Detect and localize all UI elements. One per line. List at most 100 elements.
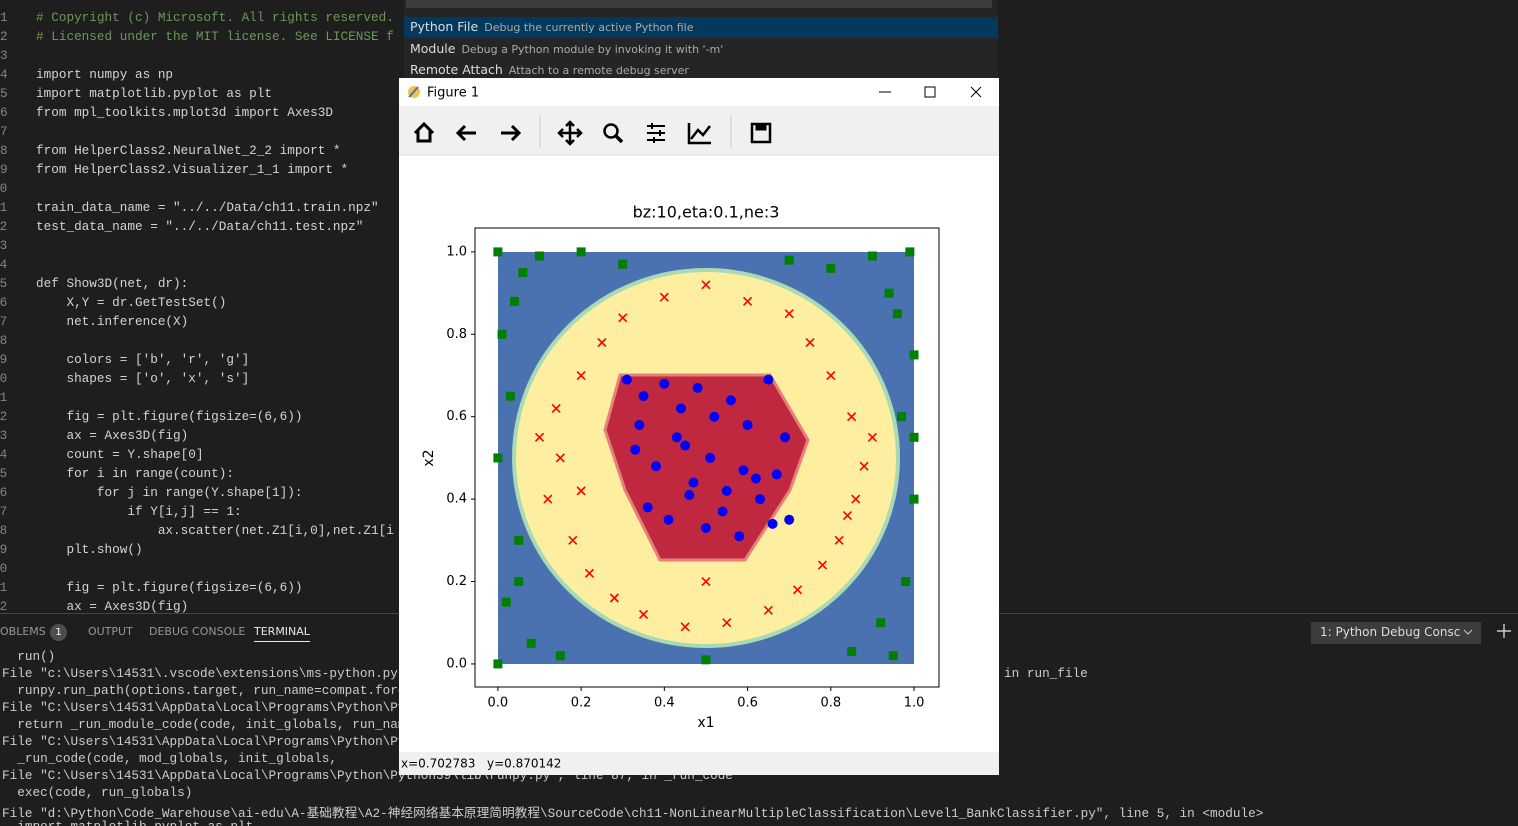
code-line: ax.scatter(net.Z1[i,0],net.Z1[i bbox=[36, 523, 394, 538]
code-line: fig = plt.figure(figsize=(6,6)) bbox=[36, 409, 303, 424]
line-number: 25 bbox=[0, 466, 8, 481]
line-number: 9 bbox=[0, 162, 8, 177]
point bbox=[717, 506, 728, 517]
point bbox=[514, 577, 524, 587]
panel-tab[interactable]: DEBUG CONSOLE bbox=[149, 625, 246, 638]
line-number: 11 bbox=[0, 200, 8, 215]
point bbox=[734, 531, 745, 542]
line-number: 7 bbox=[0, 124, 8, 139]
point bbox=[763, 605, 773, 615]
line-number: 26 bbox=[0, 485, 8, 500]
code-line: def Show3D(net, dr): bbox=[36, 276, 189, 291]
quick-input[interactable] bbox=[406, 0, 992, 8]
point bbox=[784, 255, 794, 265]
point bbox=[526, 638, 536, 648]
code-line: count = Y.shape[0] bbox=[36, 447, 204, 462]
panel-tab[interactable]: OUTPUT bbox=[88, 625, 133, 638]
point bbox=[584, 568, 595, 578]
line-number: 32 bbox=[0, 599, 8, 613]
point bbox=[701, 655, 711, 665]
line-number: 3 bbox=[0, 48, 8, 63]
code-line: import numpy as np bbox=[36, 67, 174, 82]
configure-button[interactable] bbox=[647, 123, 665, 143]
point bbox=[618, 259, 628, 269]
point bbox=[510, 296, 520, 306]
point bbox=[551, 403, 561, 414]
line-number: 22 bbox=[0, 409, 8, 424]
point bbox=[680, 440, 691, 451]
line-number: 2 bbox=[0, 29, 8, 44]
figure-window: Figure 1 x=0.702783 y=0.870142 bz:10,eta… bbox=[399, 78, 999, 775]
menu-item-label: Python File bbox=[410, 19, 479, 34]
point bbox=[888, 651, 898, 661]
point bbox=[651, 461, 662, 472]
code-line: if Y[i,j] == 1: bbox=[36, 504, 242, 519]
point bbox=[722, 618, 732, 628]
plot: bz:10,eta:0.1,ne:3 x1 x2 0.0 0.2 0.4 0.6 0.8… bbox=[421, 203, 940, 731]
point bbox=[705, 452, 716, 463]
menu-item[interactable]: Remote Attach Attach to a remote debug se… bbox=[404, 60, 998, 78]
point bbox=[609, 593, 619, 603]
menu-item[interactable]: Module Debug a Python module by invoking … bbox=[404, 39, 998, 60]
point bbox=[692, 382, 703, 393]
line-number: 13 bbox=[0, 238, 8, 253]
zoom-button[interactable] bbox=[603, 123, 624, 144]
point bbox=[701, 576, 711, 587]
terminal-text: return _run_module_code(code, init_globa… bbox=[2, 717, 421, 732]
point bbox=[518, 267, 528, 277]
menu-item-label: Remote Attach bbox=[410, 62, 503, 77]
point bbox=[659, 292, 669, 302]
close-button[interactable] bbox=[970, 86, 982, 98]
point bbox=[671, 432, 682, 443]
home-button[interactable] bbox=[413, 121, 435, 143]
pan-button[interactable] bbox=[557, 120, 583, 146]
chevron bbox=[1463, 629, 1473, 635]
point bbox=[884, 288, 894, 298]
line-number: 6 bbox=[0, 105, 8, 120]
code-line: ax = Axes3D(fig) bbox=[36, 599, 189, 613]
problems-badge: 1 bbox=[50, 624, 67, 641]
terminal-text: File "d:\Python\Code_Warehouse\ai-edu\A-… bbox=[2, 806, 1264, 821]
point bbox=[792, 585, 803, 595]
code-line: test_data_name = "../../Data/ch11.test.n… bbox=[36, 219, 364, 234]
menu-item-label: Module bbox=[410, 40, 456, 56]
y-axis-label: x2 bbox=[421, 449, 437, 466]
panel-tab[interactable]: OBLEMS bbox=[0, 625, 46, 638]
point bbox=[493, 453, 503, 463]
new-terminal[interactable] bbox=[1497, 624, 1511, 638]
status-bar bbox=[399, 752, 999, 775]
point bbox=[663, 514, 674, 525]
maximize-button[interactable] bbox=[924, 86, 936, 98]
point bbox=[909, 494, 919, 504]
point bbox=[750, 473, 761, 484]
axes-frame bbox=[474, 227, 940, 688]
back-button[interactable] bbox=[455, 124, 476, 142]
terminal-text: File "c:\Users\14531\.vscode\extensions\… bbox=[2, 666, 436, 681]
x-tick-label: 1.0 bbox=[904, 696, 925, 711]
y-tick-label: 0.6 bbox=[446, 409, 467, 424]
point bbox=[763, 374, 774, 385]
point bbox=[867, 432, 877, 442]
point bbox=[659, 378, 670, 389]
point bbox=[897, 412, 907, 422]
panel-tab[interactable]: TERMINAL bbox=[254, 625, 310, 642]
line-number: 23 bbox=[0, 428, 8, 443]
terminal-select[interactable]: 1: Python Debug Consc bbox=[1311, 622, 1481, 644]
save-button[interactable] bbox=[750, 122, 772, 144]
point bbox=[630, 444, 641, 455]
terminal-text: _run_code(code, mod_globals, init_global… bbox=[2, 751, 338, 766]
point bbox=[738, 465, 749, 476]
menu-item[interactable]: Python File Debug the currently active Py… bbox=[404, 17, 998, 38]
code-line: colors = ['b', 'r', 'g'] bbox=[36, 352, 250, 367]
status-x: x=0.702783 bbox=[401, 757, 475, 771]
app-icon bbox=[408, 86, 420, 98]
forward-button[interactable] bbox=[501, 124, 522, 142]
edit-axis-button[interactable] bbox=[687, 123, 711, 145]
code-line: train_data_name = "../../Data/ch11.train… bbox=[36, 200, 379, 215]
point bbox=[847, 412, 857, 422]
point bbox=[784, 514, 795, 525]
code-line: shapes = ['o', 'x', 's'] bbox=[36, 371, 250, 386]
terminal-text: import matplotlib.pyplot as plt bbox=[2, 819, 253, 826]
point bbox=[851, 494, 861, 504]
line-number: 19 bbox=[0, 352, 8, 367]
